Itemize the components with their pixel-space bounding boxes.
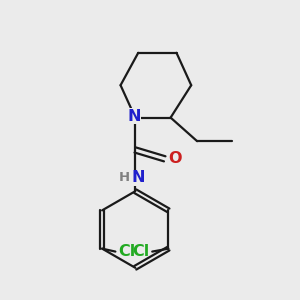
Text: H: H xyxy=(118,172,130,184)
Text: N: N xyxy=(131,170,145,185)
Text: N: N xyxy=(127,109,141,124)
Text: O: O xyxy=(168,151,182,166)
Text: Cl: Cl xyxy=(118,244,135,259)
Text: Cl: Cl xyxy=(132,244,150,259)
